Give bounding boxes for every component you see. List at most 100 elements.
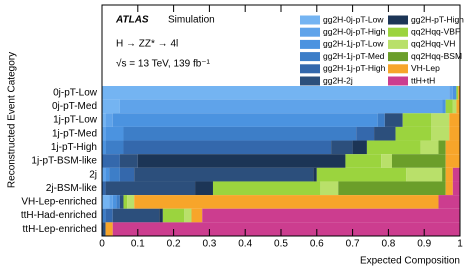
legend-label: gg2H-2j [323, 75, 353, 85]
bar-segment [456, 86, 459, 100]
x-tick-label: 0.6 [310, 239, 324, 250]
y-tick-label: VH-Lep-enriched [21, 197, 97, 208]
process: H → ZZ* → 4l [116, 39, 178, 50]
bar-segment [105, 113, 113, 127]
bar-segment [112, 222, 461, 236]
bar-segment [449, 113, 460, 127]
legend-swatch [388, 64, 408, 74]
bar-segment [452, 167, 460, 182]
legend-swatch [388, 39, 408, 49]
bar-segment [119, 99, 443, 114]
legend-swatch [388, 76, 408, 86]
bar-segment [191, 208, 203, 223]
bar-segment [102, 140, 106, 155]
bar-segment [105, 222, 113, 236]
bar-segment [112, 208, 160, 223]
bar-segment [109, 195, 113, 209]
bar-segment [105, 181, 196, 196]
bar-segment [381, 154, 392, 168]
y-tick-label: 1j-pT-High [51, 142, 97, 153]
bar-segment [212, 181, 321, 196]
bar-segment [112, 113, 378, 127]
legend-label: gg2H-0j-pT-Low [323, 14, 384, 24]
legend-label: gg2H-1j-pT-Med [323, 51, 385, 61]
bar-segment [352, 140, 367, 155]
bar-segment [442, 167, 446, 182]
legend-swatch [388, 27, 408, 37]
energy: √s = 13 TeV, 139 fb⁻¹ [116, 58, 211, 70]
bar-segment [123, 140, 332, 155]
x-tick-label: 0 [99, 239, 105, 250]
bar-segment [445, 167, 453, 182]
bar-segment [159, 208, 163, 223]
bar-segment [102, 99, 120, 114]
bar-segment [445, 140, 460, 155]
bar-segment [119, 167, 135, 182]
bar-segment [105, 167, 110, 182]
bar-segment [456, 99, 460, 114]
bar-segment [391, 154, 446, 168]
bar-segment [445, 99, 453, 114]
bar-segment [112, 195, 117, 209]
bar-segment [123, 195, 128, 209]
legend-swatch [300, 76, 320, 86]
bar-segment [105, 126, 124, 141]
x-tick-label: 1 [457, 239, 463, 250]
bar-segment [116, 195, 120, 209]
legend-label: gg2H-1j-pT-High [323, 63, 386, 73]
bar-segment [195, 181, 213, 196]
legend-label: qq2Hqq-VBF [411, 26, 460, 36]
x-tick-label: 0.9 [417, 239, 431, 250]
legend-swatch [300, 27, 320, 37]
bar-segment [109, 167, 120, 182]
y-tick-label: 0j-pT-Med [52, 101, 97, 112]
bar-segment [452, 99, 457, 114]
bar-segment [105, 140, 124, 155]
bar-segment [162, 208, 185, 223]
y-axis-title: Reconstructed Event Category [7, 52, 18, 188]
bar-segment [449, 126, 460, 141]
legend-label: gg2H-1j-pT-Low [323, 39, 384, 49]
x-tick-label: 0.4 [238, 239, 252, 250]
bar-segment [316, 167, 407, 182]
legend-label: VH-Lep [411, 63, 440, 73]
bar-segment [102, 195, 110, 209]
bar-segment [366, 140, 421, 155]
y-tick-label: 2j [89, 169, 97, 180]
bar-segment [345, 154, 382, 168]
bar-segment [102, 86, 450, 100]
bar-segment [445, 181, 453, 196]
y-tick-label: 1j-pT-Low [53, 115, 98, 126]
bar-segment [452, 181, 460, 196]
x-tick-label: 0.2 [167, 239, 181, 250]
x-tick-label: 0.1 [131, 239, 145, 250]
brand: ATLAS [115, 15, 149, 26]
bar-segment [431, 126, 450, 141]
bar-segment [102, 154, 120, 168]
bar-segment [395, 126, 432, 141]
legend-label: qq2Hqq-BSM [411, 51, 462, 61]
y-tick-label: 1j-pT-BSM-like [31, 156, 97, 167]
legend-swatch [300, 39, 320, 49]
bar-segment [320, 181, 339, 196]
bar-segment [102, 208, 106, 223]
x-tick-label: 0.5 [274, 239, 288, 250]
x-tick-label: 0.3 [202, 239, 216, 250]
legend-swatch [300, 15, 320, 25]
bar-segment [102, 222, 106, 236]
y-tick-label: 0j-pT-Low [53, 87, 98, 98]
bar-segment [102, 167, 106, 182]
bar-segment [402, 113, 432, 127]
legend-label: gg2H-0j-pT-High [323, 26, 386, 36]
y-tick-label: ttH-Lep-enriched [23, 224, 97, 235]
bar-segment [377, 113, 385, 127]
x-axis-title: Expected Composition [360, 256, 460, 267]
bar-segment [134, 167, 314, 182]
bar-segment [102, 113, 106, 127]
bar-segment [374, 126, 396, 141]
bar-segment [449, 86, 453, 100]
bar-segment [458, 86, 460, 100]
legend-swatch [388, 52, 408, 62]
bar-segment [134, 195, 439, 209]
